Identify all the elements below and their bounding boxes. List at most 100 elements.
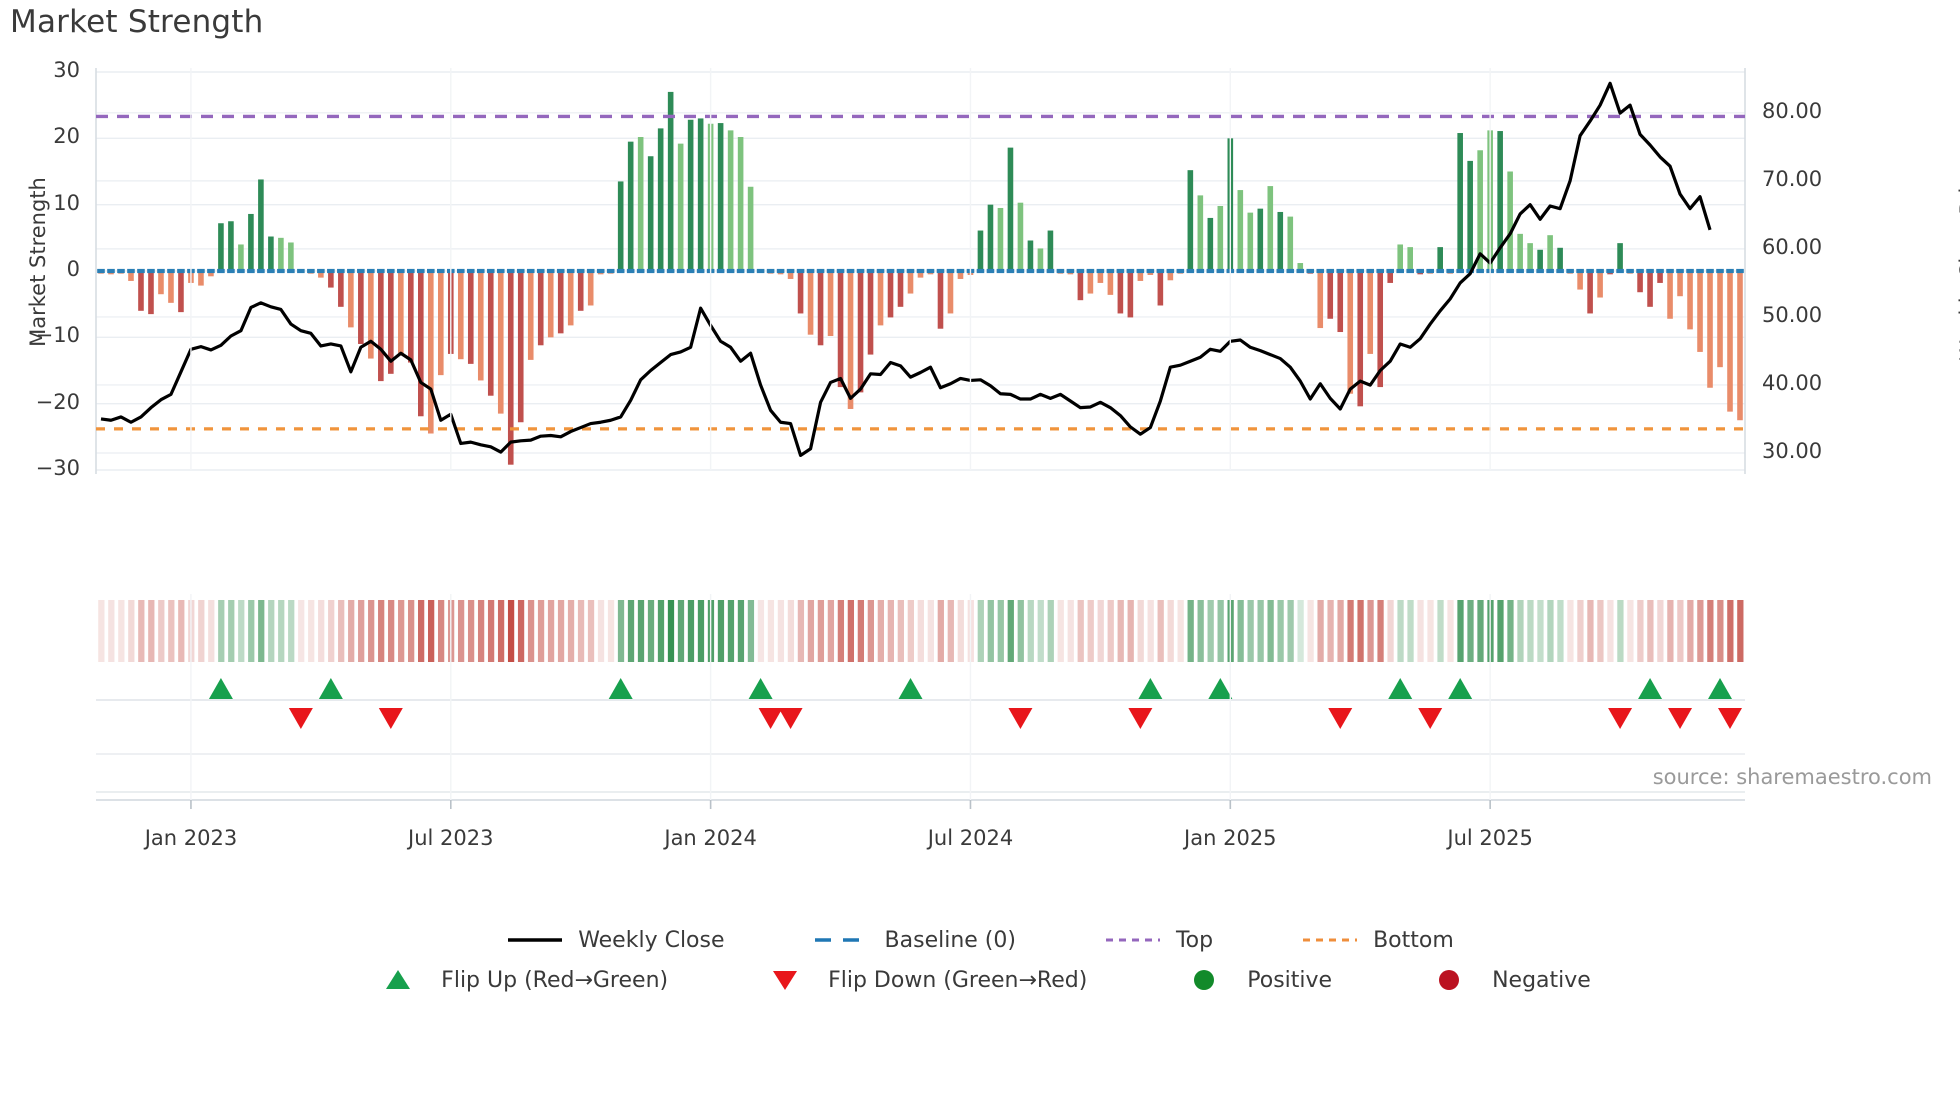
heatmap-cell: [907, 600, 914, 662]
x-tick-label: Jul 2023: [408, 826, 494, 850]
heatmap-cell: [897, 600, 904, 662]
heatmap-cell: [428, 600, 435, 662]
legend-item[interactable]: Baseline (0): [813, 927, 1016, 953]
triangle-down-marker: [773, 971, 798, 990]
bar: [487, 271, 494, 396]
bar: [368, 271, 374, 359]
bar: [1687, 271, 1693, 330]
legend-item[interactable]: Bottom: [1301, 927, 1454, 953]
heatmap-cell: [547, 600, 555, 662]
heatmap-cell: [258, 600, 265, 662]
bar: [1697, 271, 1703, 352]
heatmap-cell: [1077, 600, 1084, 662]
heatmap-cell: [827, 600, 835, 662]
heatmap-cell: [717, 600, 725, 662]
heatmap-cell: [1147, 600, 1154, 662]
dotted-line-swatch: [1105, 938, 1160, 942]
heatmap-cell: [757, 600, 765, 662]
heatmap-cell: [1097, 600, 1104, 662]
heatmap-cell: [1367, 600, 1374, 662]
heatmap-cell: [957, 600, 964, 662]
y-tick-label: 10: [53, 190, 80, 215]
flip-markers: [208, 678, 1743, 729]
bar: [1737, 271, 1743, 421]
bar: [198, 271, 204, 286]
bar: [537, 271, 544, 346]
heatmap-cell: [158, 600, 165, 662]
bar: [1727, 271, 1733, 412]
bar: [997, 207, 1004, 271]
bar: [617, 181, 624, 271]
heatmap-cell: [577, 600, 585, 662]
heatmap-cell: [328, 600, 335, 662]
heatmap-cell: [1217, 600, 1224, 662]
bar: [857, 271, 864, 393]
bar: [797, 271, 804, 314]
flip-up-marker: [1208, 678, 1233, 699]
bar: [168, 271, 174, 303]
heatmap-cell: [1707, 600, 1714, 662]
heatmap-cell: [1127, 600, 1134, 662]
legend-item[interactable]: Top: [1104, 927, 1213, 953]
heatmap-cell: [398, 600, 405, 662]
bar: [1677, 271, 1683, 297]
bar: [467, 271, 474, 364]
flip-up-marker: [898, 678, 923, 699]
heatmap-cell: [1577, 600, 1584, 662]
bar: [218, 223, 224, 271]
y2-tick-label: 30.00: [1762, 438, 1823, 463]
bar: [807, 271, 814, 335]
heatmap-cell: [617, 600, 625, 662]
bar: [1327, 271, 1334, 319]
legend-item[interactable]: Weekly Close: [506, 927, 725, 953]
legend-item[interactable]: Positive: [1175, 967, 1332, 993]
heatmap-cell: [787, 600, 795, 662]
bar: [128, 271, 134, 281]
bar: [667, 91, 674, 272]
bar: [358, 271, 364, 344]
bar: [827, 271, 834, 337]
bar: [1047, 230, 1054, 271]
bar: [1297, 263, 1304, 271]
heatmap-cell: [148, 600, 155, 662]
bar-series: [98, 91, 1743, 465]
bar: [1337, 271, 1344, 333]
bar: [1037, 248, 1044, 271]
bar: [1597, 271, 1603, 298]
heatmap-cell: [557, 600, 565, 662]
legend-item[interactable]: Flip Up (Red→Green): [369, 967, 668, 993]
legend-item[interactable]: Flip Down (Green→Red): [756, 967, 1087, 993]
y2-tick-label: 70.00: [1762, 166, 1823, 191]
heatmap-cell: [388, 600, 395, 662]
heatmap-cell: [677, 600, 685, 662]
heatmap-cell: [1377, 600, 1384, 662]
heatmap-cell: [278, 600, 285, 662]
heatmap-cell: [1467, 600, 1474, 662]
flip-up-marker: [608, 678, 633, 699]
flip-up-marker: [748, 678, 773, 699]
legend-item[interactable]: Negative: [1420, 967, 1591, 993]
bar: [867, 271, 874, 355]
heatmap-cell: [657, 600, 665, 662]
heatmap-cell: [817, 600, 825, 662]
heatmap-cell: [1357, 600, 1364, 662]
heatmap-cell: [1057, 600, 1064, 662]
heatmap-cell: [437, 600, 445, 662]
legend-row-1: Weekly Close Baseline (0) Top Bottom: [0, 920, 1960, 960]
heatmap-cell: [1197, 600, 1204, 662]
x-tick-label: Jan 2024: [664, 826, 757, 850]
bar: [1557, 247, 1563, 271]
bar: [1267, 186, 1274, 271]
heatmap-cell: [1187, 600, 1194, 662]
bar: [1647, 271, 1653, 307]
heatmap-cell: [727, 600, 735, 662]
bar: [657, 128, 664, 271]
bar: [1087, 271, 1094, 294]
flip-up-marker: [1388, 678, 1413, 699]
flip-down-marker: [1668, 708, 1693, 729]
bar: [1637, 271, 1643, 293]
heatmap-cell: [1417, 600, 1424, 662]
heatmap-cell: [1047, 600, 1054, 662]
heatmap-cell: [128, 600, 135, 662]
bar: [887, 271, 894, 318]
